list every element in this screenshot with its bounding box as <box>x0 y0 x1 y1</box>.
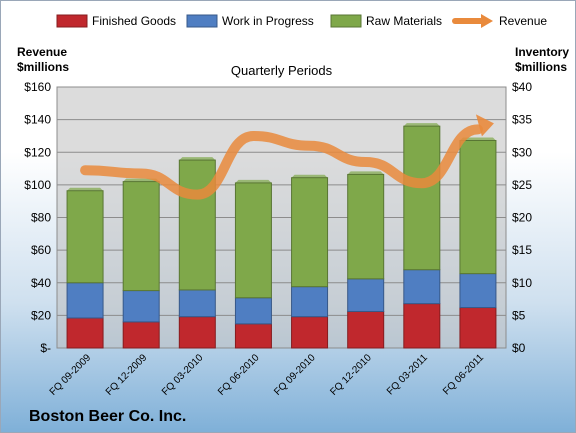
legend-label: Work in Progress <box>222 14 314 28</box>
legend-label: Revenue <box>499 14 547 28</box>
x-tick-label: FQ 09-2010 <box>272 352 318 398</box>
bar-raw-materials <box>291 177 329 288</box>
bar-top-raw-materials <box>347 171 384 175</box>
bar-raw-materials <box>459 140 497 275</box>
bar-finished-goods <box>291 316 329 349</box>
y-tick-label-left: $80 <box>31 211 51 225</box>
bar-finished-goods <box>122 321 160 349</box>
bar-raw-materials <box>347 173 385 280</box>
bar-finished-goods <box>178 316 216 349</box>
bar-top-raw-materials <box>67 187 104 191</box>
legend-swatch-finished-goods <box>56 14 88 28</box>
y-tick-label-left: $60 <box>31 243 51 257</box>
x-tick-label: FQ 06-2011 <box>441 352 486 397</box>
bar-raw-materials <box>403 125 441 271</box>
bar-work-in-progress <box>347 278 385 312</box>
bar-finished-goods <box>66 317 104 349</box>
y-tick-label-left: $20 <box>31 308 51 322</box>
y-tick-label-right: $15 <box>512 243 532 257</box>
y-axis-title-left-line2: $millions <box>17 60 69 74</box>
bar-raw-materials <box>234 182 272 299</box>
y-tick-label-left: $- <box>40 341 51 355</box>
bar-work-in-progress <box>66 282 104 319</box>
y-tick-label-right: $25 <box>512 178 532 192</box>
bar-finished-goods <box>459 307 497 349</box>
legend-arrow-revenue <box>481 14 493 28</box>
bar-top-raw-materials <box>459 137 496 141</box>
bar-finished-goods <box>403 303 441 349</box>
y-tick-label-right: $10 <box>512 276 532 290</box>
x-tick-label: FQ 12-2010 <box>328 352 374 398</box>
x-tick-label: FQ 03-2010 <box>160 352 206 398</box>
bar-top-raw-materials <box>403 123 440 127</box>
y-axis-title-right-line1: Inventory <box>515 45 569 59</box>
x-tick-label: FQ 12-2009 <box>104 352 150 398</box>
y-tick-label-left: $100 <box>24 178 51 192</box>
y-tick-label-left: $140 <box>24 113 51 127</box>
x-tick-label: FQ 03-2011 <box>385 352 430 397</box>
bar-raw-materials <box>178 159 216 291</box>
bar-work-in-progress <box>403 269 441 305</box>
legend-label: Finished Goods <box>92 14 176 28</box>
y-tick-label-left: $40 <box>31 276 51 290</box>
chart-title: Quarterly Periods <box>231 63 333 78</box>
x-tick-label: FQ 09-2009 <box>48 352 94 398</box>
bar-top-raw-materials <box>179 157 216 161</box>
y-axis-title-right-line2: $millions <box>515 60 567 74</box>
y-tick-label-right: $30 <box>512 145 532 159</box>
footer-title: Boston Beer Co. Inc. <box>29 408 186 425</box>
y-tick-label-right: $20 <box>512 211 532 225</box>
revenue-line <box>80 124 483 200</box>
y-tick-label-left: $160 <box>24 80 51 94</box>
bar-top-raw-materials <box>235 179 272 183</box>
bar-raw-materials <box>122 181 160 292</box>
bar-raw-materials <box>66 190 104 284</box>
x-tick-label: FQ 06-2010 <box>216 352 262 398</box>
bar-work-in-progress <box>178 289 216 318</box>
legend-swatch-work-in-progress <box>186 14 218 28</box>
bar-finished-goods <box>347 310 385 349</box>
y-axis-title-left-line1: Revenue <box>17 45 67 59</box>
y-tick-label-left: $120 <box>24 145 51 159</box>
legend-label: Raw Materials <box>366 14 442 28</box>
y-tick-label-right: $40 <box>512 80 532 94</box>
revenue-arrow-head <box>475 114 494 137</box>
bar-work-in-progress <box>291 286 329 318</box>
bar-work-in-progress <box>459 273 497 309</box>
bar-work-in-progress <box>234 297 272 325</box>
bar-top-raw-materials <box>291 174 328 178</box>
bar-work-in-progress <box>122 290 160 323</box>
y-tick-label-right: $0 <box>512 341 526 355</box>
bar-finished-goods <box>234 323 272 349</box>
legend-swatch-raw-materials <box>330 14 362 28</box>
y-tick-label-right: $35 <box>512 113 532 127</box>
y-tick-label-right: $5 <box>512 308 526 322</box>
